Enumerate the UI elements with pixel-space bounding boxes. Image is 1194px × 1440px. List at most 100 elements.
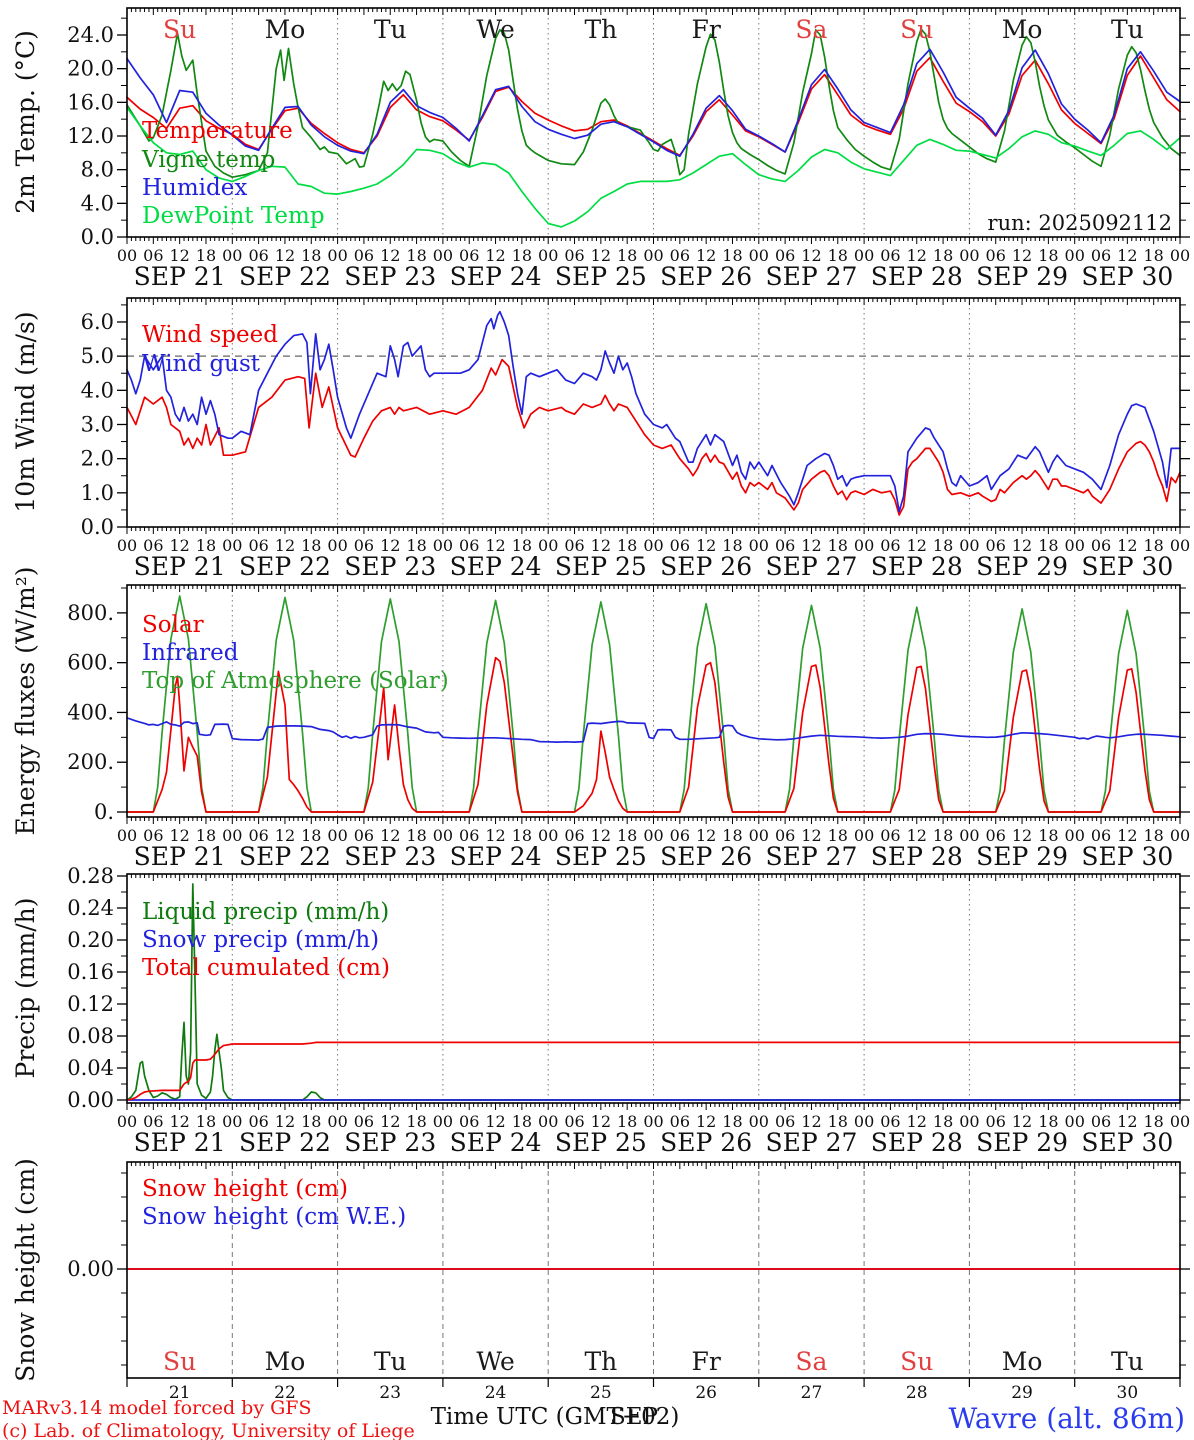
credit-line-1: MARv3.14 model forced by GFS: [2, 1397, 312, 1419]
day-name: Tu: [374, 1347, 407, 1376]
hour-label: 00: [433, 1112, 453, 1131]
hour-label: 00: [749, 826, 769, 845]
day-name: Su: [900, 1347, 933, 1376]
date-label: SEP 26: [660, 1128, 752, 1157]
date-label: SEP 21: [134, 552, 226, 581]
hour-label: 18: [828, 1112, 848, 1131]
hour-label: 18: [933, 536, 953, 555]
hour-label: 12: [907, 536, 927, 555]
hour-label: 18: [828, 826, 848, 845]
y-tick-label: 1.0: [81, 481, 114, 505]
hour-label: 18: [828, 246, 848, 265]
hour-label: 12: [696, 536, 716, 555]
hour-label: 12: [169, 1112, 189, 1131]
hour-label: 06: [880, 1112, 900, 1131]
hour-label: 00: [959, 1112, 979, 1131]
series-infrared: [126, 717, 1181, 743]
legend-snow-0: Snow height (cm): [142, 1176, 348, 1202]
panel-energy: 0. 200. 400. 600. 800. 00 06 12 18 00 06 12 18 00 06 12…: [67, 584, 1190, 871]
hour-label: 00: [959, 826, 979, 845]
hour-label: 00: [959, 246, 979, 265]
hour-label: 12: [169, 826, 189, 845]
date-label: SEP 27: [765, 1128, 857, 1157]
hour-label: 18: [512, 536, 532, 555]
date-label: SEP 24: [450, 1128, 542, 1157]
hour-label: 00: [117, 1112, 137, 1131]
hour-label: 18: [617, 826, 637, 845]
hour-label: 06: [986, 1112, 1006, 1131]
legend-energy-0: Solar: [142, 612, 204, 638]
hour-label: 06: [670, 826, 690, 845]
hour-label: 18: [1038, 246, 1058, 265]
hour-label: 18: [196, 1112, 216, 1131]
y-axis-title-temp: 2m Temp. (°C): [11, 30, 40, 214]
hour-label: 12: [169, 246, 189, 265]
hour-label: 00: [749, 246, 769, 265]
day-number: 26: [695, 1383, 717, 1403]
hour-label: 06: [986, 536, 1006, 555]
day-name: Fr: [692, 1347, 721, 1376]
hour-label: 18: [1143, 1112, 1163, 1131]
panel-frame: [126, 297, 1181, 528]
date-label: SEP 23: [344, 552, 436, 581]
date-label: SEP 25: [555, 552, 647, 581]
hour-label: 06: [775, 826, 795, 845]
hour-label: 06: [248, 826, 268, 845]
day-name: Tu: [1111, 15, 1144, 44]
day-number: 29: [1011, 1383, 1033, 1403]
hour-label: 06: [670, 246, 690, 265]
hour-label: 06: [248, 1112, 268, 1131]
y-tick-label: 0.04: [67, 1056, 114, 1080]
hour-label: 00: [1170, 826, 1190, 845]
hour-label: 06: [880, 826, 900, 845]
hour-label: 06: [354, 1112, 374, 1131]
hour-label: 12: [801, 246, 821, 265]
hour-label: 06: [564, 246, 584, 265]
hour-label: 06: [775, 536, 795, 555]
day-name: Th: [584, 1347, 617, 1376]
day-name: We: [476, 15, 514, 44]
hour-label: 12: [380, 246, 400, 265]
date-label: SEP 24: [450, 842, 542, 871]
day-number: 25: [590, 1383, 612, 1403]
series-wind-speed: [126, 358, 1181, 516]
hour-label: 00: [854, 1112, 874, 1131]
hour-label: 00: [327, 246, 347, 265]
hour-label: 06: [564, 826, 584, 845]
panel-snow: 0.00 Snow height (cm)Snow height (cm W.E.…: [67, 1161, 1190, 1403]
hour-label: 06: [1091, 246, 1111, 265]
hour-label: 12: [1012, 826, 1032, 845]
y-tick-label: 0.00: [67, 1257, 114, 1281]
hour-label: 06: [354, 536, 374, 555]
hour-label: 18: [406, 246, 426, 265]
date-label: SEP 21: [134, 842, 226, 871]
hour-label: 00: [433, 826, 453, 845]
hour-label: 12: [275, 826, 295, 845]
day-name: Mo: [265, 15, 306, 44]
hour-label: 00: [222, 1112, 242, 1131]
hour-label: 06: [459, 826, 479, 845]
legend-precip-2: Total cumulated (cm): [142, 955, 390, 981]
x-axis-title: Time UTC (GMT+02): [431, 1404, 680, 1430]
legend-wind-1: Wind gust: [142, 351, 261, 377]
hour-label: 06: [1091, 1112, 1111, 1131]
hour-label: 06: [670, 536, 690, 555]
y-tick-label: 16.0: [67, 90, 114, 114]
hour-label: 06: [564, 536, 584, 555]
hour-label: 00: [959, 536, 979, 555]
hour-label: 06: [143, 1112, 163, 1131]
day-name: Su: [163, 15, 196, 44]
hour-label: 00: [1065, 536, 1085, 555]
hour-label: 00: [749, 1112, 769, 1131]
date-label: SEP 21: [134, 1128, 226, 1157]
hour-label: 12: [696, 1112, 716, 1131]
date-label: SEP 26: [660, 552, 752, 581]
y-tick-label: 600.: [67, 651, 114, 675]
hour-label: 18: [406, 1112, 426, 1131]
y-tick-label: 0.20: [67, 928, 114, 952]
credit-line-2: (c) Lab. of Climatology, University of L…: [2, 1420, 415, 1440]
y-tick-label: 6.0: [81, 310, 114, 334]
hour-label: 12: [591, 246, 611, 265]
y-tick-label: 400.: [67, 700, 114, 724]
